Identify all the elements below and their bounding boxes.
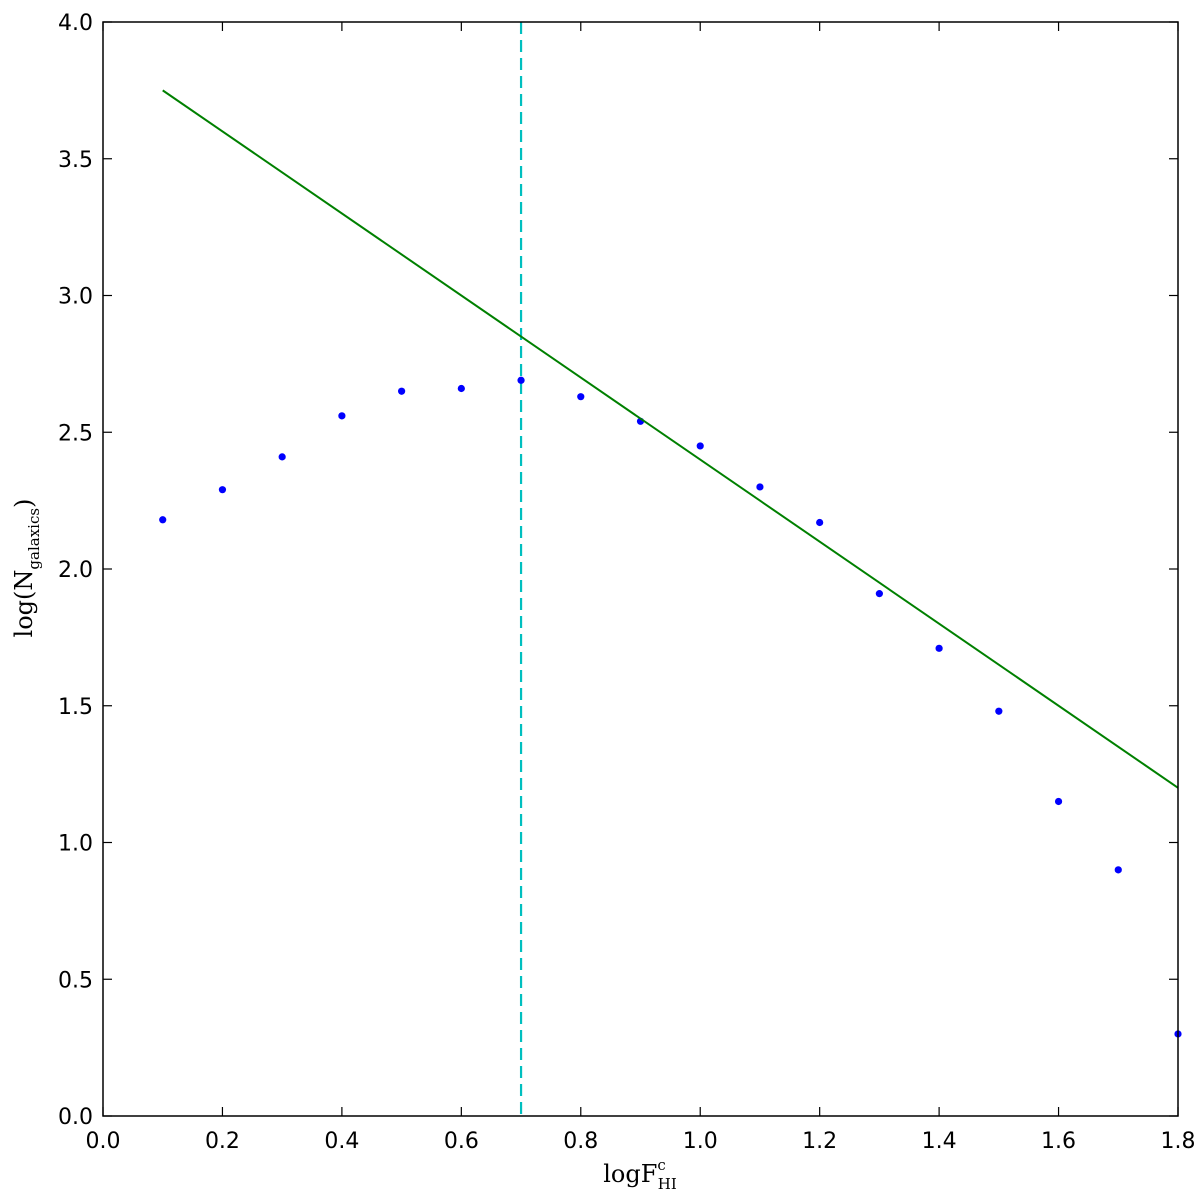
data-point bbox=[218, 486, 227, 494]
x-tick-label: 1.2 bbox=[802, 1129, 837, 1154]
data-point bbox=[935, 644, 943, 652]
data-point bbox=[278, 453, 286, 461]
y-axis-label-subscript: galaxics bbox=[25, 508, 43, 570]
data-point bbox=[159, 516, 167, 524]
y-tick-label: 2.0 bbox=[58, 558, 93, 583]
data-point bbox=[338, 412, 346, 420]
data-point bbox=[1054, 797, 1063, 806]
x-tick-label: 0.4 bbox=[324, 1129, 359, 1154]
data-point bbox=[875, 590, 883, 598]
data-point bbox=[995, 707, 1003, 715]
x-tick-label: 1.6 bbox=[1041, 1129, 1076, 1154]
y-tick-label: 1.5 bbox=[58, 695, 93, 720]
data-point bbox=[457, 384, 465, 393]
y-tick-label: 3.0 bbox=[58, 285, 93, 310]
y-axis-label-main: log(N bbox=[10, 570, 38, 638]
data-point bbox=[398, 387, 406, 395]
data-point bbox=[696, 442, 704, 450]
x-tick-label: 0.0 bbox=[86, 1129, 121, 1154]
x-axis-label-subscript: HI bbox=[658, 1175, 677, 1193]
y-tick-label: 3.5 bbox=[58, 148, 93, 173]
y-axis-label: log(Ngalaxics) bbox=[10, 499, 43, 638]
y-tick-label: 0.5 bbox=[58, 968, 93, 993]
y-axis-label-close: ) bbox=[10, 499, 38, 508]
ticks-layer: 0.0 0.2 0.4 0.6 0.8 1.0 1.2 1.4 1.6 1.8 0.0 0.5 1.0 1… bbox=[58, 11, 1196, 1154]
y-tick-label: 0.0 bbox=[58, 1105, 93, 1130]
data-point bbox=[577, 393, 585, 401]
y-tick-label: 4.0 bbox=[58, 11, 93, 36]
fit-line bbox=[162, 89, 1179, 789]
x-tick-label: 0.8 bbox=[563, 1129, 598, 1154]
series-layer bbox=[159, 22, 1182, 1116]
x-axis-label-main: logF bbox=[603, 1160, 657, 1188]
y-tick-label: 1.0 bbox=[58, 832, 93, 857]
x-axis-label-superscript: c bbox=[657, 1156, 665, 1174]
x-tick-label: 0.6 bbox=[444, 1129, 479, 1154]
data-point bbox=[756, 483, 764, 491]
x-tick-label: 0.2 bbox=[205, 1129, 240, 1154]
x-tick-label: 1.0 bbox=[683, 1129, 718, 1154]
x-tick-label: 1.4 bbox=[922, 1129, 957, 1154]
plot-area bbox=[103, 22, 1178, 1116]
x-axis-label: logFc HI bbox=[603, 1156, 677, 1193]
x-tick-label: 1.8 bbox=[1161, 1129, 1196, 1154]
y-tick-label: 2.5 bbox=[58, 421, 93, 446]
data-point bbox=[1114, 866, 1122, 874]
data-point bbox=[816, 518, 824, 527]
data-point bbox=[517, 376, 525, 384]
